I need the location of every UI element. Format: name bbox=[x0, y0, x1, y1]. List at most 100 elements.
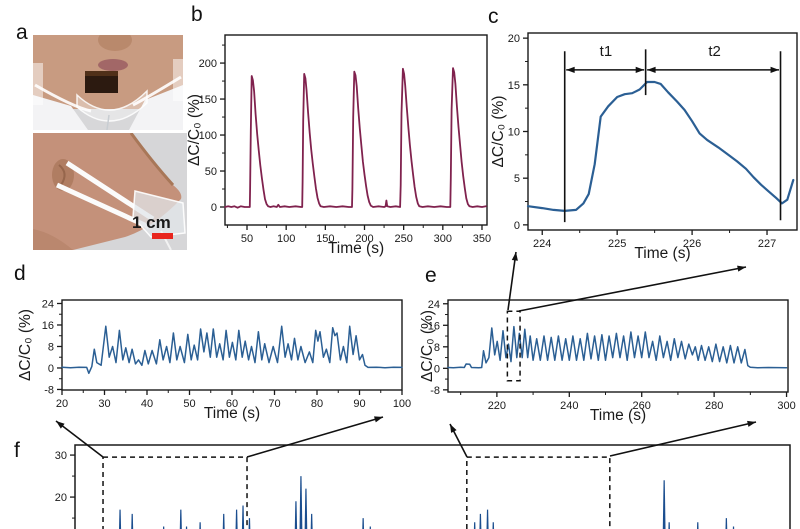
spike bbox=[248, 518, 251, 529]
spike bbox=[486, 509, 489, 529]
y-tick-label: 30 bbox=[55, 450, 67, 462]
x-tick-label: 300 bbox=[777, 400, 795, 412]
arrowhead bbox=[770, 66, 780, 73]
photo-front-view bbox=[33, 35, 183, 130]
x-tick-label: 150 bbox=[316, 233, 334, 245]
arrowhead bbox=[647, 66, 656, 73]
panel-e: e 220 240 260 280 300 -8 0 8 16 24 Time (s) ΔC/C₀ (… bbox=[420, 262, 800, 430]
y-tick-label: 5 bbox=[514, 173, 520, 185]
y-tick-label: 200 bbox=[199, 58, 217, 70]
spike bbox=[473, 522, 476, 529]
plot-frame bbox=[224, 34, 488, 226]
y-tick-label: 8 bbox=[434, 342, 440, 354]
y-axis-label: ΔC/C₀ (%) bbox=[490, 96, 507, 168]
x-tick-label: 220 bbox=[488, 400, 506, 412]
spike bbox=[362, 518, 365, 529]
lips bbox=[98, 59, 128, 71]
spike bbox=[131, 513, 134, 529]
panel-label-b: b bbox=[191, 3, 203, 26]
series-line-d bbox=[61, 325, 403, 375]
arrowhead bbox=[635, 66, 645, 73]
ear bbox=[52, 159, 74, 191]
jaw-line bbox=[129, 133, 175, 187]
y-tick-label: 50 bbox=[205, 166, 217, 178]
y-tick-label: 100 bbox=[199, 130, 217, 142]
x-tick-label: 90 bbox=[353, 398, 365, 410]
y-tick-label: 8 bbox=[48, 341, 54, 353]
spike bbox=[185, 526, 188, 529]
x-axis-label: Time (s) bbox=[204, 405, 260, 422]
spike bbox=[696, 522, 699, 529]
series-line-e bbox=[447, 325, 788, 369]
mask-side-left bbox=[33, 63, 43, 105]
spike bbox=[299, 476, 303, 529]
mask-strap-left bbox=[34, 83, 92, 113]
spike bbox=[179, 509, 182, 529]
chart-d: 20 30 40 50 60 70 80 90 100 -8 0 8 16 24 Time (s) ΔC/C₀… bbox=[17, 298, 411, 422]
y-tick-label: 0 bbox=[434, 363, 440, 375]
panel-b: b 50 100 150 200 250 300 350 0 50 100 150 200 Time (… bbox=[185, 0, 497, 262]
spike bbox=[222, 513, 225, 529]
x-tick-label: 227 bbox=[758, 238, 776, 250]
y-axis-label: ΔC/C₀ (%) bbox=[186, 94, 203, 166]
spike bbox=[492, 522, 495, 529]
x-tick-label: 40 bbox=[141, 398, 153, 410]
y-tick-label: 15 bbox=[508, 80, 520, 92]
spike bbox=[294, 501, 298, 529]
y-tick-label: 20 bbox=[508, 33, 520, 45]
spike bbox=[668, 522, 670, 529]
x-tick-label: 50 bbox=[183, 398, 195, 410]
x-tick-label: 100 bbox=[277, 233, 295, 245]
x-tick-label: 100 bbox=[393, 398, 411, 410]
zoom-region-box bbox=[102, 456, 248, 529]
x-axis-label: Time (s) bbox=[634, 245, 690, 262]
spike bbox=[310, 513, 313, 529]
x-tick-label: 20 bbox=[56, 398, 68, 410]
x-tick-label: 250 bbox=[394, 233, 412, 245]
spike bbox=[479, 513, 482, 529]
panel-a: a 1 cm bbox=[0, 0, 190, 262]
x-tick-label: 350 bbox=[473, 233, 491, 245]
spike bbox=[662, 480, 666, 529]
y-tick-label: 0 bbox=[514, 220, 520, 232]
x-axis-label: Time (s) bbox=[590, 407, 646, 424]
y-tick-label: 16 bbox=[428, 320, 440, 332]
panel-label-e: e bbox=[425, 264, 437, 287]
x-tick-label: 80 bbox=[311, 398, 323, 410]
chocolate-highlight bbox=[85, 71, 118, 76]
mask-strap-right bbox=[132, 75, 182, 107]
x-tick-label: 70 bbox=[268, 398, 280, 410]
neck-shadow bbox=[33, 229, 73, 250]
y-tick-label: -8 bbox=[430, 385, 440, 397]
annotation-label: t2 bbox=[708, 43, 721, 60]
nose bbox=[98, 35, 132, 51]
x-tick-label: 225 bbox=[608, 238, 626, 250]
y-axis-label: ΔC/C₀ (%) bbox=[17, 309, 34, 381]
spike bbox=[199, 522, 201, 529]
x-tick-label: 50 bbox=[241, 233, 253, 245]
spike bbox=[119, 509, 122, 529]
panel-label-d: d bbox=[14, 262, 26, 285]
chocolate-sample bbox=[85, 71, 118, 93]
scale-bar-label: 1 cm bbox=[132, 213, 171, 232]
chart-e: 220 240 260 280 300 -8 0 8 16 24 Time (s) ΔC/C₀ (%) bbox=[420, 299, 796, 424]
sensor-chin-cup bbox=[76, 89, 148, 122]
photo-side-view: 1 cm bbox=[33, 133, 187, 250]
x-tick-label: 240 bbox=[560, 400, 578, 412]
y-tick-label: 24 bbox=[428, 299, 440, 311]
arrowhead bbox=[566, 66, 575, 73]
chart-c: 224 225 226 227 0 5 10 15 20 Time (s) ΔC/C₀ (%) t1 t… bbox=[490, 32, 798, 262]
y-axis-label: ΔC/C₀ (%) bbox=[420, 310, 436, 382]
spike bbox=[241, 505, 245, 529]
panel-label-c: c bbox=[488, 5, 499, 28]
y-tick-label: 150 bbox=[199, 94, 217, 106]
plot-frame bbox=[527, 32, 798, 231]
strap-lower bbox=[55, 182, 151, 230]
x-tick-label: 226 bbox=[683, 238, 701, 250]
panel-d: d 20 30 40 50 60 70 80 90 100 -8 0 8 16 24 Time (s) ΔC/… bbox=[0, 262, 420, 430]
x-tick-label: 224 bbox=[533, 238, 551, 250]
x-tick-label: 60 bbox=[226, 398, 238, 410]
spike bbox=[369, 526, 371, 529]
panel-label-a: a bbox=[16, 21, 28, 44]
